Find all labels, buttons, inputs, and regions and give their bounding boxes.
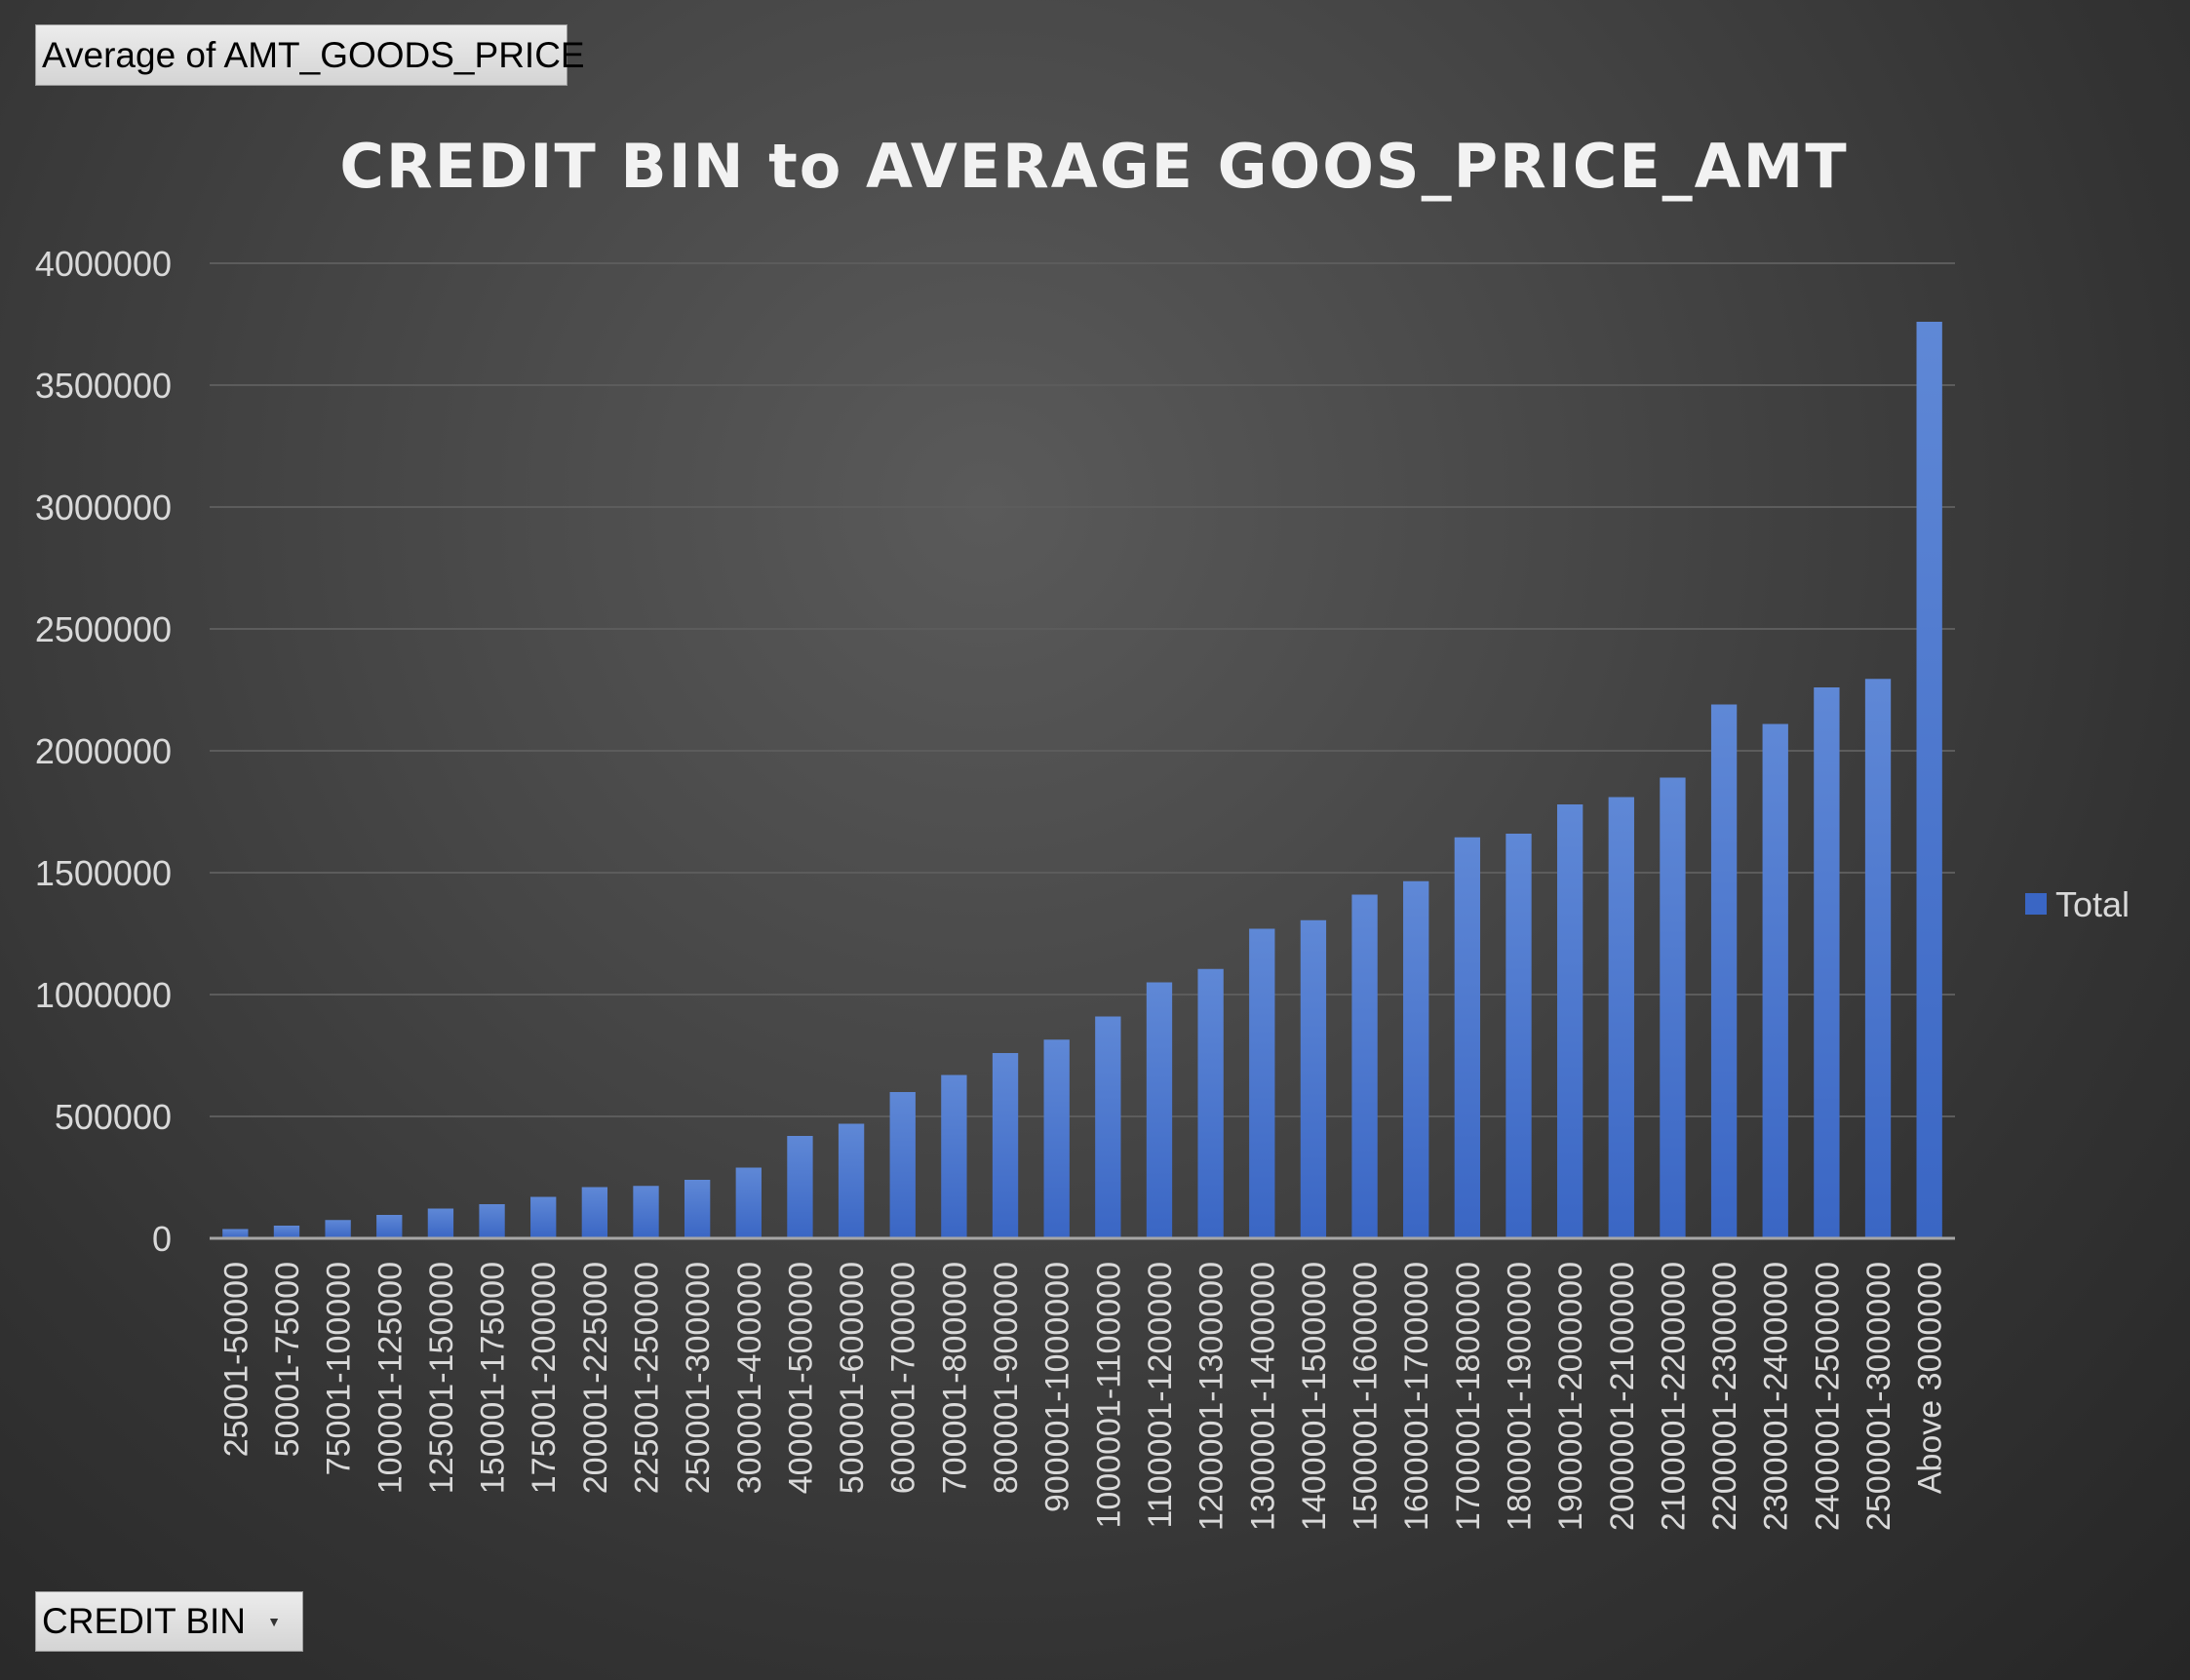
x-tick-label: 150001-175000 <box>475 1262 512 1494</box>
x-tick-label: 1900001-2000000 <box>1552 1262 1589 1531</box>
bar <box>1762 723 1788 1238</box>
bar <box>941 1074 967 1238</box>
bar <box>1916 322 1942 1238</box>
bar <box>427 1208 454 1238</box>
x-tick-label: 125001-150000 <box>423 1262 460 1494</box>
bar <box>1043 1039 1070 1238</box>
bar <box>581 1187 608 1238</box>
x-tick-label: 225001-250000 <box>629 1262 666 1494</box>
x-tick-label: 2300001-2400000 <box>1758 1262 1795 1531</box>
x-tick-label: 1000001-1100000 <box>1090 1262 1127 1529</box>
x-tick-label: 1400001-1500000 <box>1296 1262 1333 1531</box>
x-tick-label: 2500001-3000000 <box>1860 1262 1897 1531</box>
x-tick-label: 1500001-1600000 <box>1348 1262 1385 1531</box>
bar <box>1814 687 1840 1238</box>
bar <box>838 1123 865 1238</box>
x-tick-label: 1100001-1200000 <box>1142 1262 1179 1529</box>
bar <box>1351 894 1378 1238</box>
x-tick-label: 175001-200000 <box>526 1262 563 1494</box>
bar <box>1197 968 1224 1238</box>
bar <box>1660 777 1686 1238</box>
bar <box>1249 928 1275 1238</box>
value-field-label: Average of AMT_GOODS_PRICE <box>42 34 585 75</box>
bar <box>325 1220 351 1238</box>
x-tick-label: 800001-900000 <box>988 1262 1025 1494</box>
x-tick-label: 2100001-2200000 <box>1655 1262 1692 1531</box>
x-tick-label: 1200001-1300000 <box>1193 1262 1231 1531</box>
bar <box>735 1167 762 1238</box>
axis-field-button[interactable]: CREDIT BIN ▼ <box>35 1591 303 1652</box>
x-tick-label: 500001-600000 <box>834 1262 871 1494</box>
x-tick-label: 2000001-2100000 <box>1604 1262 1641 1531</box>
y-tick-label: 1000000 <box>35 975 172 1015</box>
x-tick-label: 900001-1000000 <box>1039 1262 1076 1512</box>
y-tick-label: 0 <box>152 1219 172 1259</box>
y-tick-label: 4000000 <box>35 244 172 284</box>
bar <box>992 1053 1019 1238</box>
legend-label: Total <box>2055 884 2130 924</box>
x-tick-label: 2200001-2300000 <box>1706 1262 1743 1531</box>
bar <box>530 1196 557 1238</box>
y-tick-label: 3500000 <box>35 366 172 406</box>
x-tick-label: 75001-100000 <box>321 1262 358 1475</box>
x-tick-label: 1700001-1800000 <box>1450 1262 1487 1531</box>
gridlines <box>210 262 1955 1117</box>
dropdown-arrow-icon: ▼ <box>267 1614 281 1629</box>
x-tick-label: 100001-125000 <box>372 1262 409 1494</box>
value-field-button[interactable]: Average of AMT_GOODS_PRICE <box>35 24 585 86</box>
bar <box>1095 1016 1121 1238</box>
x-tick-label: 250001-300000 <box>680 1262 717 1494</box>
chart-title: CREDIT BIN to AVERAGE GOOS_PRICE_AMT <box>339 131 1848 202</box>
bar <box>1454 837 1481 1238</box>
bar <box>1146 982 1173 1238</box>
bar <box>273 1226 300 1238</box>
x-tick-label: 2400001-2500000 <box>1809 1262 1846 1531</box>
bar <box>1864 679 1892 1238</box>
legend-swatch <box>2025 893 2047 915</box>
bar <box>479 1204 505 1238</box>
bar <box>1556 804 1584 1238</box>
bar <box>1300 919 1327 1238</box>
bar <box>376 1215 403 1238</box>
y-axis-tick-labels: 0 500000 1000000 1500000 2000000 2500000 30000… <box>35 244 172 1259</box>
y-tick-label: 500000 <box>55 1097 172 1137</box>
x-tick-label: 400001-500000 <box>782 1262 819 1494</box>
x-tick-label: 50001-75000 <box>269 1262 306 1457</box>
x-tick-label: 25001-50000 <box>217 1262 254 1457</box>
y-tick-label: 2500000 <box>35 609 172 649</box>
legend: Total <box>2025 884 2130 924</box>
x-tick-label: 300001-400000 <box>731 1262 768 1494</box>
x-tick-label: 600001-700000 <box>885 1262 922 1494</box>
bars <box>222 322 1942 1238</box>
bar <box>1403 880 1429 1238</box>
x-tick-label: 700001-800000 <box>936 1262 973 1494</box>
bar <box>787 1136 813 1238</box>
x-tick-label: 1300001-1400000 <box>1244 1262 1281 1531</box>
y-tick-label: 3000000 <box>35 488 172 527</box>
bar <box>1710 704 1738 1238</box>
bar <box>222 1229 249 1238</box>
axis-field-label: CREDIT BIN <box>42 1601 247 1641</box>
x-tick-label: 200001-225000 <box>577 1262 614 1494</box>
bar <box>1506 834 1532 1238</box>
y-tick-label: 2000000 <box>35 731 172 771</box>
bar <box>1608 797 1634 1238</box>
x-tick-label: 1800001-1900000 <box>1502 1262 1539 1531</box>
y-tick-label: 1500000 <box>35 853 172 893</box>
x-tick-label: 1600001-1700000 <box>1398 1262 1435 1531</box>
bar <box>889 1092 916 1238</box>
x-axis-tick-labels: 25001-50000 50001-75000 75001-100000 100001… <box>217 1262 1948 1531</box>
bar <box>633 1186 659 1238</box>
x-tick-label: Above 3000000 <box>1912 1262 1949 1494</box>
bar <box>684 1180 711 1238</box>
